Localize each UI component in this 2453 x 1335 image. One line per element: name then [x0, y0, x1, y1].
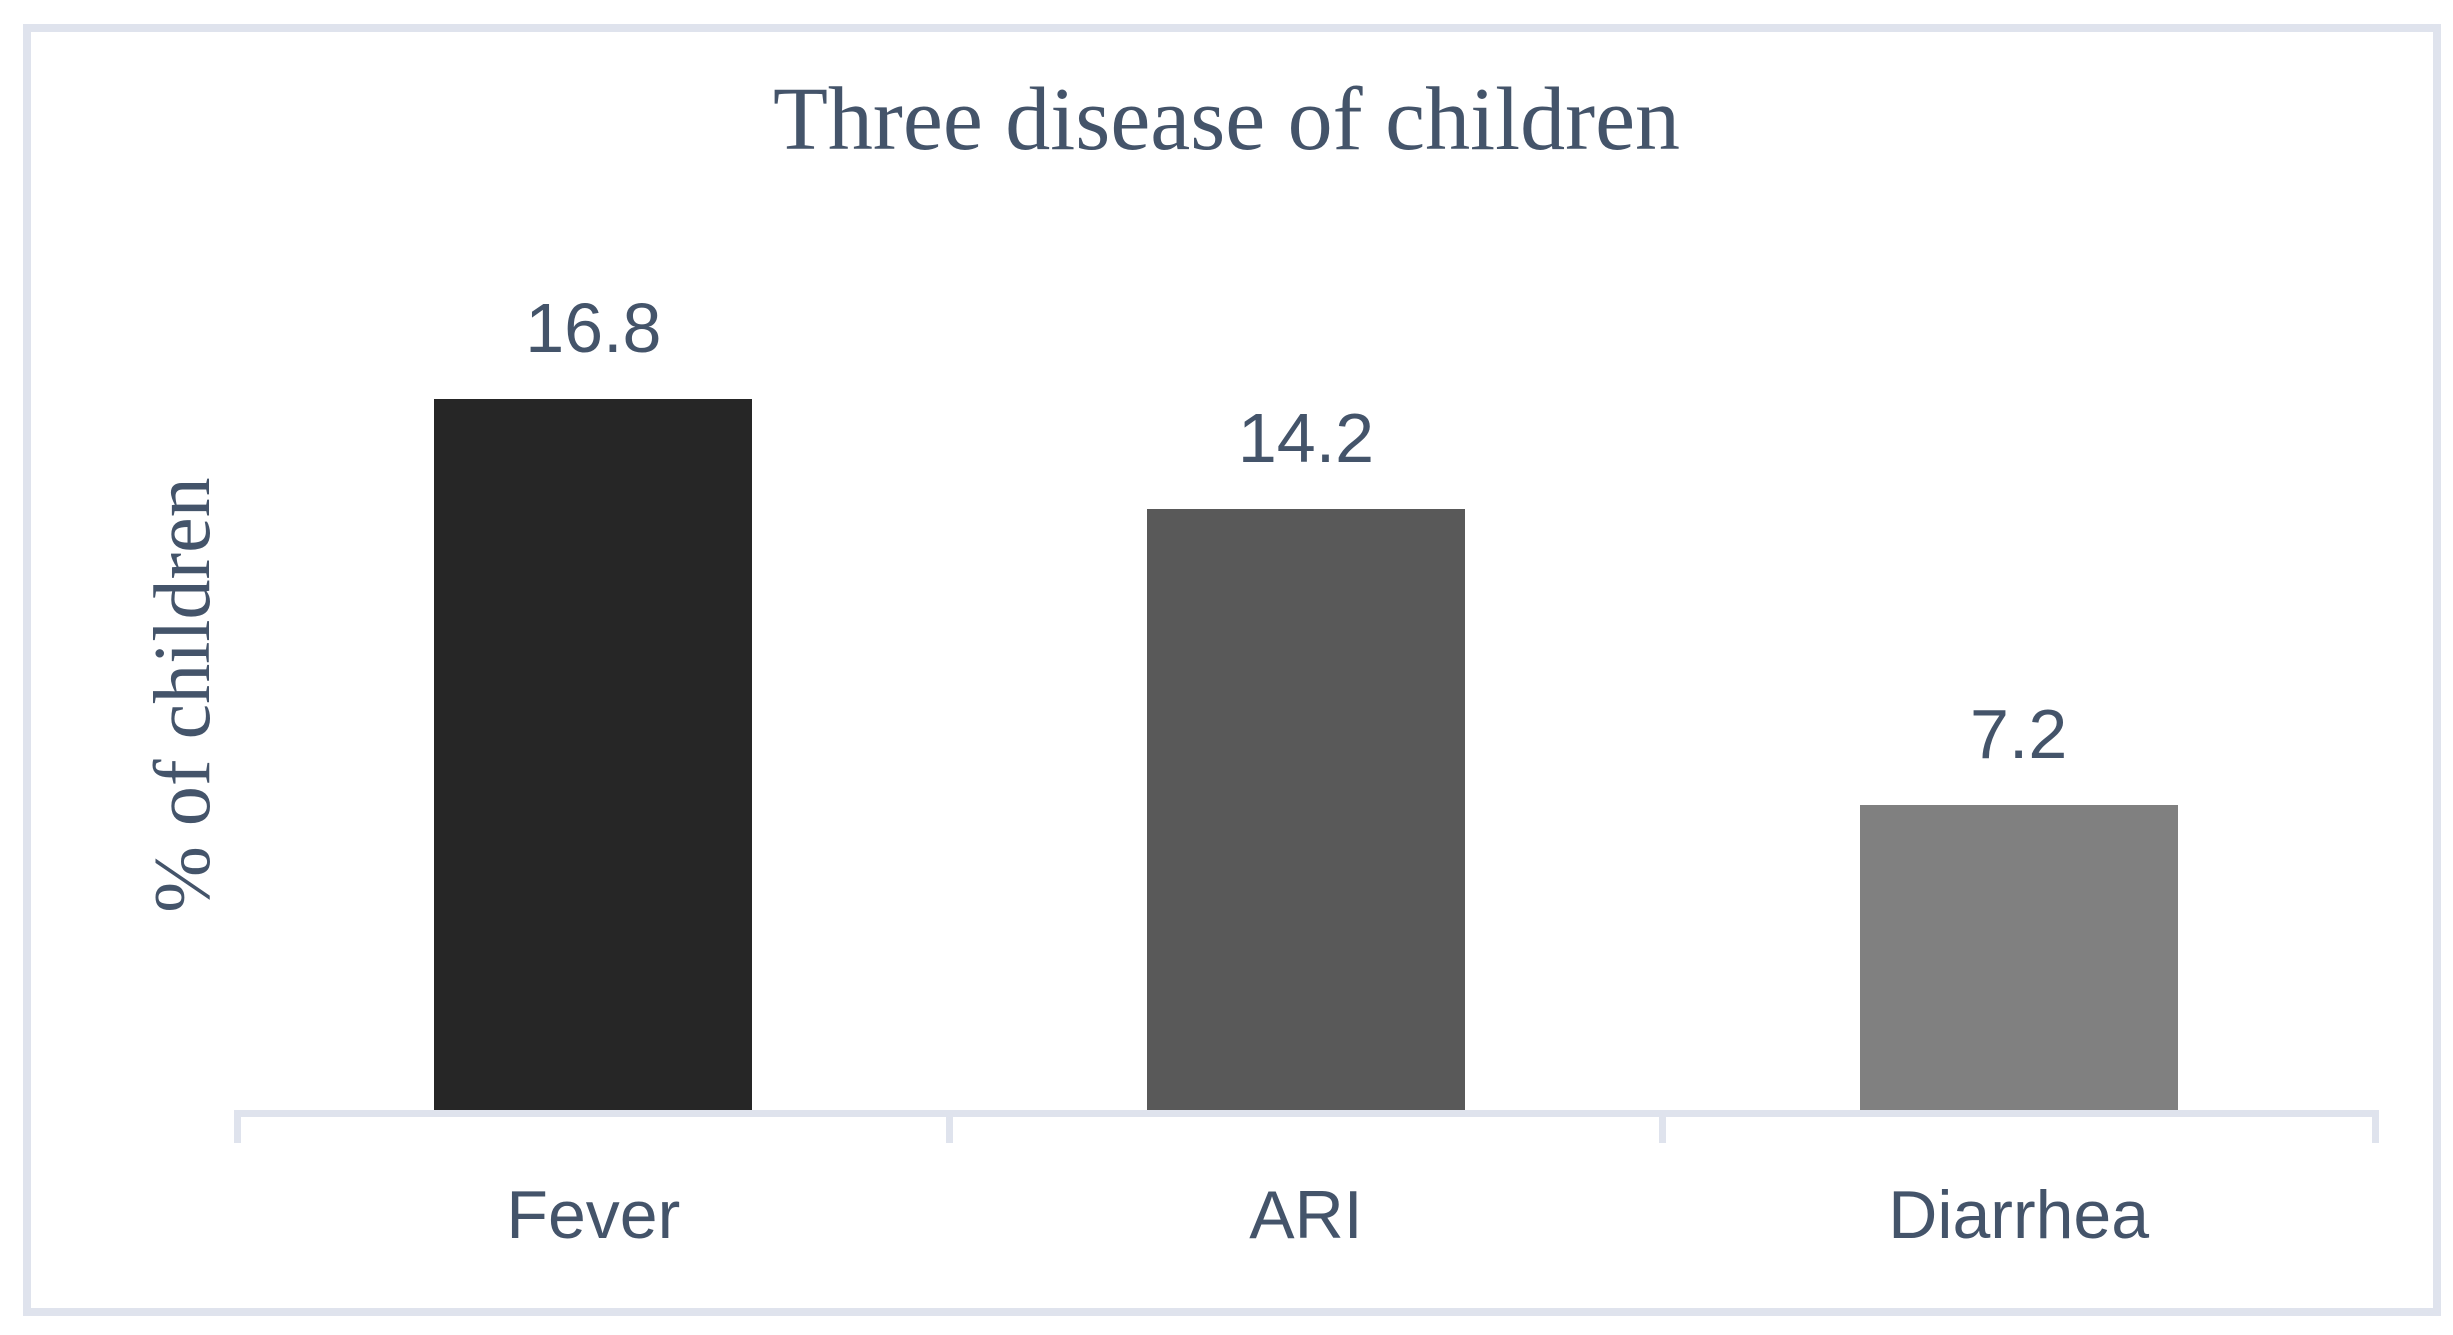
x-axis-tick	[946, 1110, 954, 1143]
x-axis-tick	[233, 1110, 241, 1143]
chart-title: Three disease of children	[772, 70, 1681, 169]
value-label-fever: 16.8	[525, 289, 662, 367]
category-label-diarrhea: Diarrhea	[1888, 1177, 2150, 1253]
x-axis-line	[237, 1110, 2375, 1117]
category-label-ari: ARI	[1249, 1177, 1363, 1253]
value-label-diarrhea: 7.2	[1970, 695, 2068, 773]
bar-ari	[1147, 509, 1465, 1110]
bar-diarrhea	[1859, 805, 2178, 1110]
category-label-fever: Fever	[506, 1177, 681, 1253]
x-axis-tick	[1658, 1110, 1666, 1143]
x-axis-tick	[2371, 1110, 2379, 1143]
value-label-ari: 14.2	[1237, 399, 1375, 477]
bar-fever	[434, 399, 753, 1110]
